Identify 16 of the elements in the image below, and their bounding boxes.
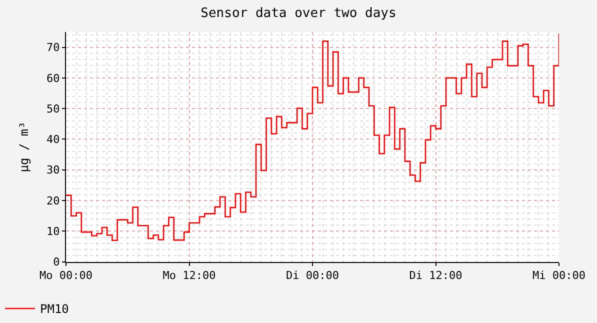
y-tick-label: 0 <box>53 256 60 269</box>
legend-label: PM10 <box>40 302 69 316</box>
x-tick-label: Mi 00:00 <box>532 269 586 282</box>
y-tick-label: 10 <box>46 225 60 238</box>
y-tick-label: 20 <box>46 194 60 208</box>
y-tick-label: 60 <box>46 72 60 85</box>
x-tick-label: Mo 12:00 <box>162 269 216 282</box>
y-tick-label: 30 <box>46 164 60 177</box>
y-axis-title: µg / m³ <box>16 122 31 172</box>
y-tick-label: 70 <box>46 41 60 54</box>
y-tick-label: 50 <box>46 102 60 116</box>
chart-title: Sensor data over two days <box>200 6 396 22</box>
x-tick-label: Mo 00:00 <box>40 269 92 282</box>
x-tick-label: Di 00:00 <box>286 269 339 282</box>
y-tick-label: 40 <box>46 133 60 146</box>
x-tick-label: Di 12:00 <box>409 269 462 282</box>
